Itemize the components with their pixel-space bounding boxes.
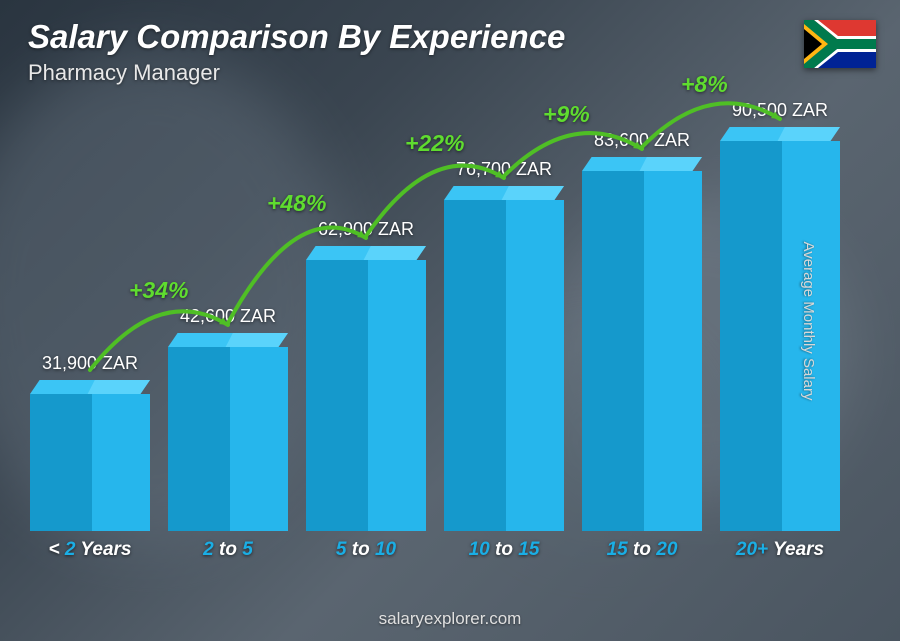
pct-increase-label: +8% <box>681 71 728 98</box>
pct-increase-label: +22% <box>405 130 464 157</box>
country-flag-icon <box>804 20 876 68</box>
pct-increase-label: +48% <box>267 190 326 217</box>
chart-area: 31,900 ZAR< 2 Years 42,600 ZAR2 to 5 62,… <box>30 100 840 561</box>
bars-container: 31,900 ZAR< 2 Years 42,600 ZAR2 to 5 62,… <box>30 100 840 531</box>
growth-arc-icon <box>30 100 840 531</box>
chart-title: Salary Comparison By Experience <box>28 18 872 56</box>
bar-x-label: 20+ Years <box>696 539 864 561</box>
pct-increase-label: +9% <box>543 101 590 128</box>
header: Salary Comparison By Experience Pharmacy… <box>28 18 872 86</box>
footer-attribution: salaryexplorer.com <box>0 609 900 629</box>
chart-subtitle: Pharmacy Manager <box>28 60 872 86</box>
pct-increase-label: +34% <box>129 277 188 304</box>
